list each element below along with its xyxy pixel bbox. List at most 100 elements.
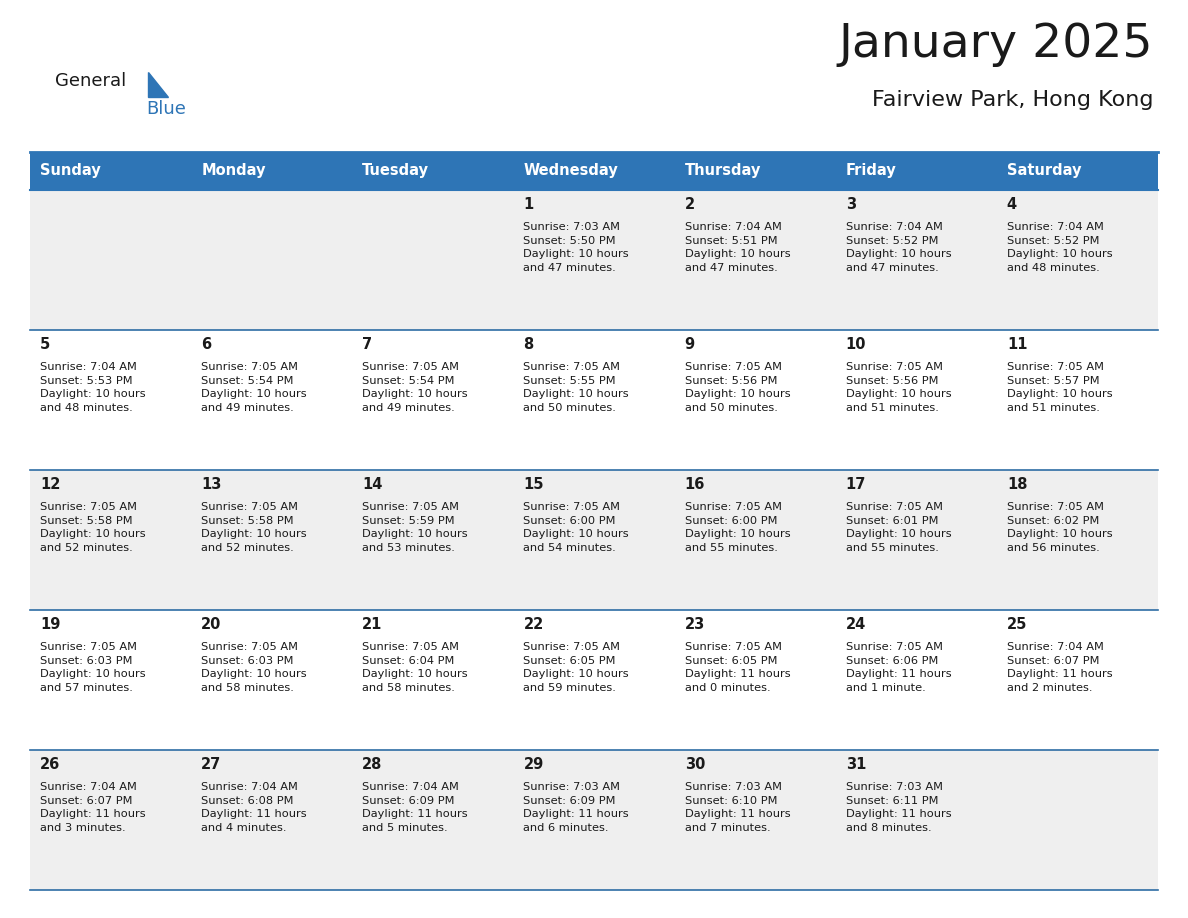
Bar bbox=[191, 610, 353, 750]
Text: Sunrise: 7:05 AM
Sunset: 6:01 PM
Daylight: 10 hours
and 55 minutes.: Sunrise: 7:05 AM Sunset: 6:01 PM Dayligh… bbox=[846, 502, 952, 553]
Text: Sunrise: 7:04 AM
Sunset: 5:53 PM
Daylight: 10 hours
and 48 minutes.: Sunrise: 7:04 AM Sunset: 5:53 PM Dayligh… bbox=[40, 362, 146, 413]
Text: Sunrise: 7:05 AM
Sunset: 6:05 PM
Daylight: 11 hours
and 0 minutes.: Sunrise: 7:05 AM Sunset: 6:05 PM Dayligh… bbox=[684, 642, 790, 693]
Text: 17: 17 bbox=[846, 477, 866, 492]
Bar bbox=[675, 610, 835, 750]
Bar bbox=[30, 190, 191, 330]
Bar bbox=[191, 330, 353, 470]
Text: Sunrise: 7:05 AM
Sunset: 5:57 PM
Daylight: 10 hours
and 51 minutes.: Sunrise: 7:05 AM Sunset: 5:57 PM Dayligh… bbox=[1007, 362, 1112, 413]
Text: 2: 2 bbox=[684, 197, 695, 212]
Text: 16: 16 bbox=[684, 477, 704, 492]
Bar bbox=[30, 470, 191, 610]
Text: Sunrise: 7:05 AM
Sunset: 5:58 PM
Daylight: 10 hours
and 52 minutes.: Sunrise: 7:05 AM Sunset: 5:58 PM Dayligh… bbox=[40, 502, 146, 553]
Bar bbox=[191, 152, 353, 190]
Text: 4: 4 bbox=[1007, 197, 1017, 212]
Text: 22: 22 bbox=[524, 617, 544, 632]
Text: Sunday: Sunday bbox=[40, 163, 101, 178]
Text: Sunrise: 7:05 AM
Sunset: 5:56 PM
Daylight: 10 hours
and 51 minutes.: Sunrise: 7:05 AM Sunset: 5:56 PM Dayligh… bbox=[846, 362, 952, 413]
Text: Sunrise: 7:05 AM
Sunset: 5:54 PM
Daylight: 10 hours
and 49 minutes.: Sunrise: 7:05 AM Sunset: 5:54 PM Dayligh… bbox=[362, 362, 468, 413]
Bar bbox=[835, 610, 997, 750]
Bar bbox=[675, 190, 835, 330]
Bar bbox=[191, 750, 353, 890]
Bar bbox=[513, 330, 675, 470]
Text: Sunrise: 7:04 AM
Sunset: 6:07 PM
Daylight: 11 hours
and 3 minutes.: Sunrise: 7:04 AM Sunset: 6:07 PM Dayligh… bbox=[40, 782, 146, 833]
Text: January 2025: January 2025 bbox=[839, 22, 1154, 67]
Text: 15: 15 bbox=[524, 477, 544, 492]
Text: 23: 23 bbox=[684, 617, 704, 632]
Bar bbox=[353, 190, 513, 330]
Text: 25: 25 bbox=[1007, 617, 1028, 632]
Bar bbox=[835, 152, 997, 190]
Text: Sunrise: 7:04 AM
Sunset: 6:08 PM
Daylight: 11 hours
and 4 minutes.: Sunrise: 7:04 AM Sunset: 6:08 PM Dayligh… bbox=[201, 782, 307, 833]
Bar bbox=[513, 152, 675, 190]
Text: Sunrise: 7:05 AM
Sunset: 5:55 PM
Daylight: 10 hours
and 50 minutes.: Sunrise: 7:05 AM Sunset: 5:55 PM Dayligh… bbox=[524, 362, 630, 413]
Text: Sunrise: 7:03 AM
Sunset: 6:09 PM
Daylight: 11 hours
and 6 minutes.: Sunrise: 7:03 AM Sunset: 6:09 PM Dayligh… bbox=[524, 782, 630, 833]
Bar bbox=[353, 330, 513, 470]
Text: Sunrise: 7:04 AM
Sunset: 5:52 PM
Daylight: 10 hours
and 48 minutes.: Sunrise: 7:04 AM Sunset: 5:52 PM Dayligh… bbox=[1007, 222, 1112, 273]
Text: Sunrise: 7:05 AM
Sunset: 5:56 PM
Daylight: 10 hours
and 50 minutes.: Sunrise: 7:05 AM Sunset: 5:56 PM Dayligh… bbox=[684, 362, 790, 413]
Text: Sunrise: 7:04 AM
Sunset: 6:09 PM
Daylight: 11 hours
and 5 minutes.: Sunrise: 7:04 AM Sunset: 6:09 PM Dayligh… bbox=[362, 782, 468, 833]
Bar bbox=[835, 330, 997, 470]
Text: 24: 24 bbox=[846, 617, 866, 632]
Bar bbox=[191, 470, 353, 610]
Text: 19: 19 bbox=[40, 617, 61, 632]
Text: 12: 12 bbox=[40, 477, 61, 492]
Text: 11: 11 bbox=[1007, 337, 1028, 352]
Bar bbox=[997, 750, 1158, 890]
Bar bbox=[30, 152, 191, 190]
Bar bbox=[997, 470, 1158, 610]
Text: 7: 7 bbox=[362, 337, 372, 352]
Text: Sunrise: 7:04 AM
Sunset: 6:07 PM
Daylight: 11 hours
and 2 minutes.: Sunrise: 7:04 AM Sunset: 6:07 PM Dayligh… bbox=[1007, 642, 1112, 693]
Bar bbox=[835, 470, 997, 610]
Bar bbox=[675, 330, 835, 470]
Text: Sunrise: 7:05 AM
Sunset: 6:06 PM
Daylight: 11 hours
and 1 minute.: Sunrise: 7:05 AM Sunset: 6:06 PM Dayligh… bbox=[846, 642, 952, 693]
Text: Thursday: Thursday bbox=[684, 163, 762, 178]
Text: 14: 14 bbox=[362, 477, 383, 492]
Bar bbox=[30, 330, 191, 470]
Bar bbox=[997, 610, 1158, 750]
Text: 30: 30 bbox=[684, 757, 704, 772]
Text: 28: 28 bbox=[362, 757, 383, 772]
Text: 29: 29 bbox=[524, 757, 544, 772]
Bar bbox=[513, 470, 675, 610]
Text: Sunrise: 7:05 AM
Sunset: 5:58 PM
Daylight: 10 hours
and 52 minutes.: Sunrise: 7:05 AM Sunset: 5:58 PM Dayligh… bbox=[201, 502, 307, 553]
Text: Sunrise: 7:05 AM
Sunset: 6:04 PM
Daylight: 10 hours
and 58 minutes.: Sunrise: 7:05 AM Sunset: 6:04 PM Dayligh… bbox=[362, 642, 468, 693]
Bar bbox=[835, 190, 997, 330]
Text: 20: 20 bbox=[201, 617, 221, 632]
Text: Friday: Friday bbox=[846, 163, 897, 178]
Text: 9: 9 bbox=[684, 337, 695, 352]
Text: 27: 27 bbox=[201, 757, 221, 772]
Bar bbox=[997, 152, 1158, 190]
Bar bbox=[353, 470, 513, 610]
Text: Sunrise: 7:05 AM
Sunset: 6:03 PM
Daylight: 10 hours
and 57 minutes.: Sunrise: 7:05 AM Sunset: 6:03 PM Dayligh… bbox=[40, 642, 146, 693]
Text: Sunrise: 7:05 AM
Sunset: 6:03 PM
Daylight: 10 hours
and 58 minutes.: Sunrise: 7:05 AM Sunset: 6:03 PM Dayligh… bbox=[201, 642, 307, 693]
Text: 13: 13 bbox=[201, 477, 221, 492]
Text: 21: 21 bbox=[362, 617, 383, 632]
Bar bbox=[353, 750, 513, 890]
Bar bbox=[513, 190, 675, 330]
Text: 31: 31 bbox=[846, 757, 866, 772]
Text: Sunrise: 7:05 AM
Sunset: 6:05 PM
Daylight: 10 hours
and 59 minutes.: Sunrise: 7:05 AM Sunset: 6:05 PM Dayligh… bbox=[524, 642, 630, 693]
Bar bbox=[30, 610, 191, 750]
Bar bbox=[513, 750, 675, 890]
Text: Fairview Park, Hong Kong: Fairview Park, Hong Kong bbox=[872, 90, 1154, 110]
Text: Saturday: Saturday bbox=[1007, 163, 1081, 178]
Text: 5: 5 bbox=[40, 337, 50, 352]
Bar bbox=[835, 750, 997, 890]
Text: Sunrise: 7:05 AM
Sunset: 5:54 PM
Daylight: 10 hours
and 49 minutes.: Sunrise: 7:05 AM Sunset: 5:54 PM Dayligh… bbox=[201, 362, 307, 413]
Text: Sunrise: 7:04 AM
Sunset: 5:51 PM
Daylight: 10 hours
and 47 minutes.: Sunrise: 7:04 AM Sunset: 5:51 PM Dayligh… bbox=[684, 222, 790, 273]
Text: Sunrise: 7:05 AM
Sunset: 6:00 PM
Daylight: 10 hours
and 55 minutes.: Sunrise: 7:05 AM Sunset: 6:00 PM Dayligh… bbox=[684, 502, 790, 553]
Text: Sunrise: 7:03 AM
Sunset: 6:11 PM
Daylight: 11 hours
and 8 minutes.: Sunrise: 7:03 AM Sunset: 6:11 PM Dayligh… bbox=[846, 782, 952, 833]
Text: Blue: Blue bbox=[146, 100, 185, 118]
Bar bbox=[675, 750, 835, 890]
Bar bbox=[30, 750, 191, 890]
Bar bbox=[675, 470, 835, 610]
Bar bbox=[675, 152, 835, 190]
Text: Sunrise: 7:03 AM
Sunset: 5:50 PM
Daylight: 10 hours
and 47 minutes.: Sunrise: 7:03 AM Sunset: 5:50 PM Dayligh… bbox=[524, 222, 630, 273]
Text: 6: 6 bbox=[201, 337, 211, 352]
Text: General: General bbox=[55, 72, 126, 90]
Text: 10: 10 bbox=[846, 337, 866, 352]
Bar bbox=[997, 190, 1158, 330]
Text: 3: 3 bbox=[846, 197, 855, 212]
Text: 1: 1 bbox=[524, 197, 533, 212]
Text: Sunrise: 7:05 AM
Sunset: 5:59 PM
Daylight: 10 hours
and 53 minutes.: Sunrise: 7:05 AM Sunset: 5:59 PM Dayligh… bbox=[362, 502, 468, 553]
